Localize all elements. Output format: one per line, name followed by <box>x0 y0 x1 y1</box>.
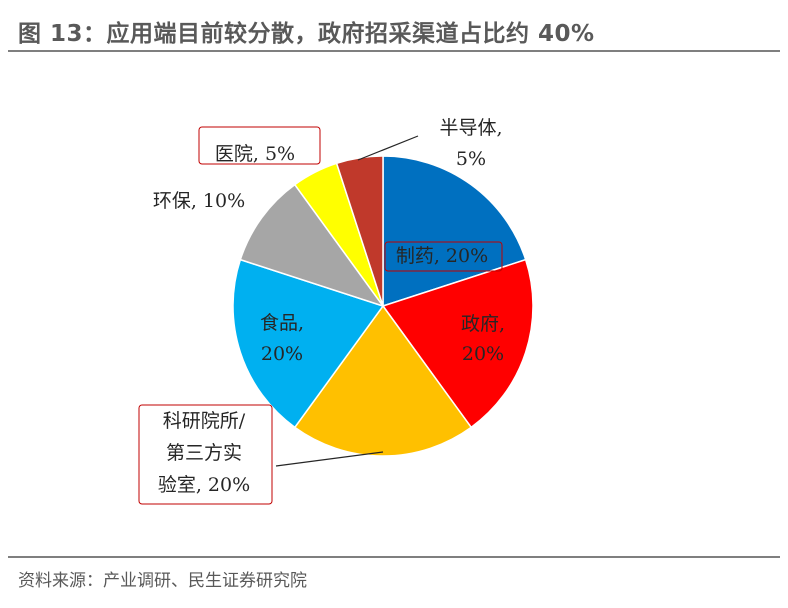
leader-lines <box>275 135 419 467</box>
label-box-5 <box>198 126 321 165</box>
figure-title: 图 13：应用端目前较分散，政府招采渠道占比约 40% <box>18 21 595 47</box>
slice-label-line: 政府, <box>461 313 505 335</box>
pie-slice-4 <box>239 183 385 308</box>
slice-label-line: 半导体, <box>439 117 502 139</box>
leader-line-2 <box>275 451 384 467</box>
slice-label-1: 政府, 20% <box>461 313 505 365</box>
source-divider <box>8 556 780 558</box>
slice-label-line: 20% <box>462 343 504 365</box>
slice-label-line: 制药, 20% <box>396 245 488 267</box>
slice-label-5: 医院, 5% <box>215 143 295 165</box>
pie-slice-1 <box>381 258 534 429</box>
title-divider <box>8 50 780 52</box>
slice-label-line: 医院, 5% <box>215 143 295 165</box>
pie-chart: 制药, 20% 政府, 20% 科研院所/第三方实验室, 20% 食品, 20% 环保, 1… <box>138 117 534 505</box>
pie-slices <box>232 155 534 457</box>
pie-slice-6 <box>335 155 384 307</box>
slice-label-line: 20% <box>261 343 303 365</box>
label-box-0 <box>384 241 503 272</box>
slice-label-6: 半导体, 5% <box>439 117 502 170</box>
slice-label-line: 环保, 10% <box>153 190 245 212</box>
slice-label-line: 第三方实 <box>166 442 242 464</box>
slice-label-0: 制药, 20% <box>396 245 488 267</box>
slice-label-4: 环保, 10% <box>153 190 245 212</box>
pie-slice-2 <box>293 304 473 457</box>
leader-line-6 <box>357 135 419 161</box>
slice-label-3: 食品, 20% <box>260 312 304 365</box>
slice-label-line: 5% <box>456 148 486 170</box>
pie-slice-3 <box>232 258 385 429</box>
slice-label-line: 验室, 20% <box>158 474 250 496</box>
slice-label-2: 科研院所/第三方实验室, 20% <box>158 410 250 496</box>
slice-label-line: 食品, <box>260 312 304 334</box>
label-box-2 <box>138 404 273 505</box>
source-note: 资料来源：产业调研、民生证券研究院 <box>18 571 307 591</box>
slice-label-line: 科研院所/ <box>163 410 246 432</box>
slice-labels: 制药, 20% 政府, 20% 科研院所/第三方实验室, 20% 食品, 20% 环保, 1… <box>138 117 505 505</box>
pie-slice-0 <box>382 155 527 308</box>
